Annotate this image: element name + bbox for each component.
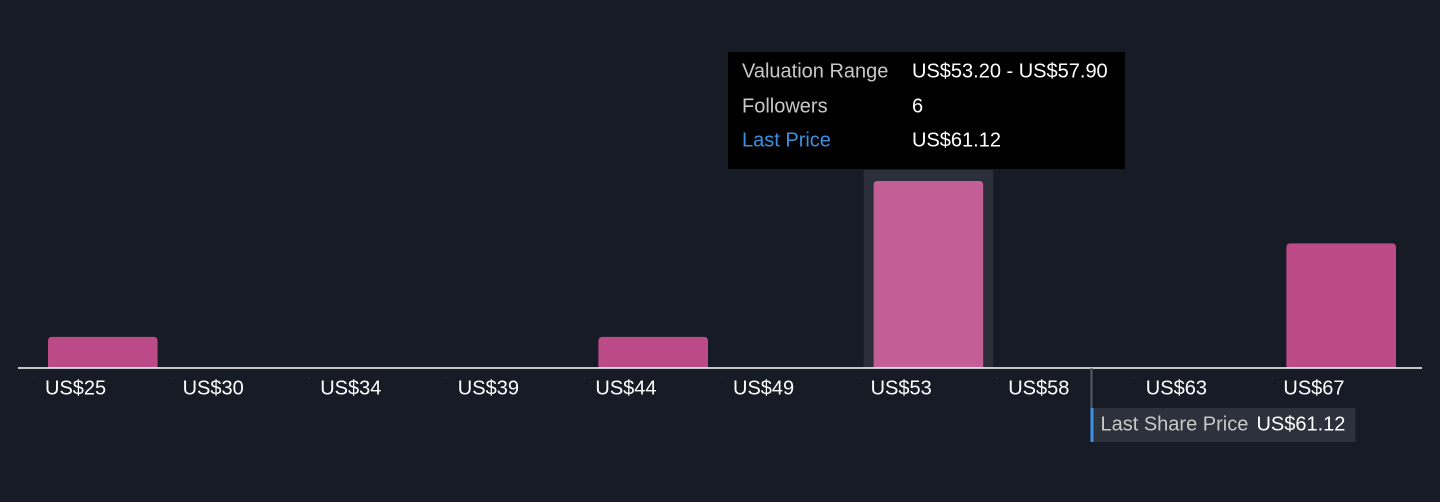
x-tick-label: US$53 bbox=[871, 377, 932, 399]
last-price-label: Last Share Price bbox=[1100, 413, 1248, 435]
x-tick-label: US$30 bbox=[183, 377, 244, 399]
tooltip-value: 6 bbox=[912, 95, 923, 117]
tooltip-value: US$61.12 bbox=[912, 129, 1001, 151]
x-tick-label: US$67 bbox=[1283, 377, 1344, 399]
bar bbox=[48, 336, 158, 368]
tooltip-value: US$53.20 - US$57.90 bbox=[912, 60, 1108, 82]
tooltip-label: Valuation Range bbox=[742, 60, 888, 82]
tooltip bbox=[728, 52, 1125, 169]
x-tick-label: US$34 bbox=[320, 377, 381, 399]
last-price-value: US$61.12 bbox=[1256, 413, 1345, 435]
tooltip-label: Followers bbox=[742, 95, 828, 117]
x-tick-label: US$63 bbox=[1146, 377, 1207, 399]
x-tick-label: US$39 bbox=[458, 377, 519, 399]
tooltip-label: Last Price bbox=[742, 129, 831, 151]
bar bbox=[1286, 243, 1396, 368]
x-tick-label: US$58 bbox=[1008, 377, 1069, 399]
x-tick-label: US$49 bbox=[733, 377, 794, 399]
bar bbox=[873, 181, 984, 368]
x-tick-label: US$44 bbox=[595, 377, 656, 399]
bar bbox=[598, 336, 708, 368]
last-price-accent bbox=[1090, 408, 1094, 442]
x-tick-label: US$25 bbox=[45, 377, 106, 399]
last-price-box bbox=[1091, 408, 1356, 442]
